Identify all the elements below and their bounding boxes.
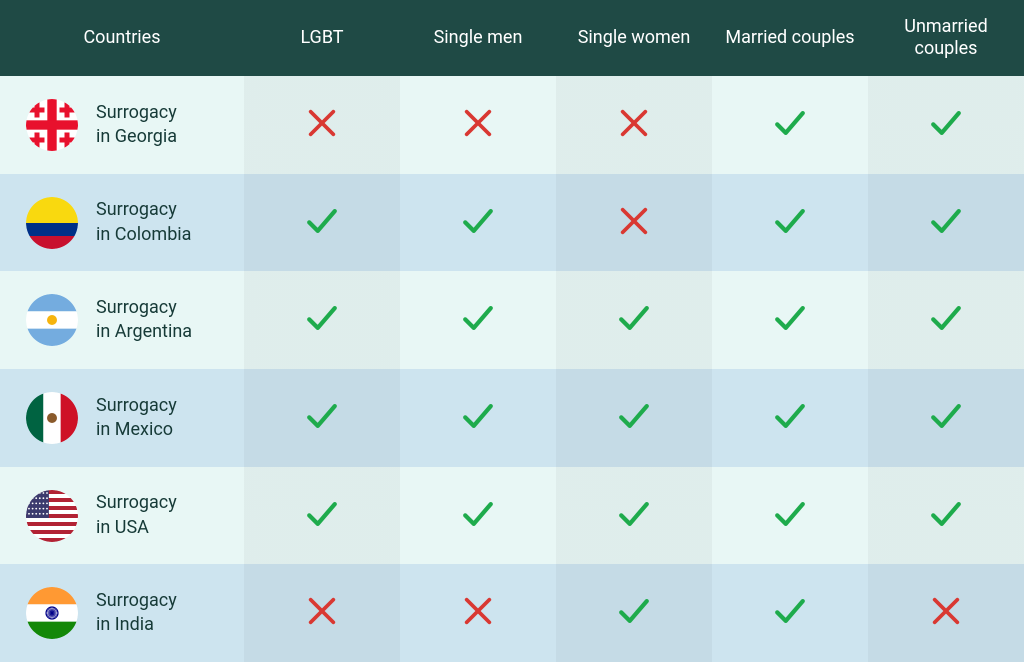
status-cell <box>400 174 556 272</box>
status-cell <box>400 467 556 565</box>
argentina-flag-icon <box>26 294 78 346</box>
status-cell <box>244 174 400 272</box>
georgia-flag-icon <box>26 99 78 151</box>
check-icon <box>773 301 807 339</box>
status-cell <box>556 467 712 565</box>
cross-icon <box>461 106 495 144</box>
country-label: Surrogacyin Colombia <box>96 198 191 247</box>
country-label: Surrogacyin India <box>96 589 177 638</box>
status-cell <box>868 174 1024 272</box>
check-icon <box>773 106 807 144</box>
table-row: Surrogacyin USA <box>0 467 1024 565</box>
table-row: Surrogacyin Mexico <box>0 369 1024 467</box>
country-label: Surrogacyin Georgia <box>96 101 177 150</box>
colombia-flag-icon <box>26 197 78 249</box>
status-cell <box>400 76 556 174</box>
cross-icon <box>305 106 339 144</box>
table-row: Surrogacyin Argentina <box>0 271 1024 369</box>
cross-icon <box>461 594 495 632</box>
check-icon <box>773 594 807 632</box>
check-icon <box>929 204 963 242</box>
mexico-flag-icon <box>26 392 78 444</box>
status-cell <box>556 76 712 174</box>
column-header: Single men <box>400 0 556 76</box>
status-cell <box>868 564 1024 662</box>
check-icon <box>461 301 495 339</box>
surrogacy-table: CountriesLGBTSingle menSingle womenMarri… <box>0 0 1024 662</box>
check-icon <box>461 399 495 437</box>
check-icon <box>617 497 651 535</box>
status-cell <box>556 174 712 272</box>
status-cell <box>556 564 712 662</box>
check-icon <box>305 301 339 339</box>
status-cell <box>400 271 556 369</box>
cross-icon <box>929 594 963 632</box>
check-icon <box>305 497 339 535</box>
country-cell: Surrogacyin USA <box>0 467 244 565</box>
status-cell <box>244 271 400 369</box>
status-cell <box>868 467 1024 565</box>
status-cell <box>868 271 1024 369</box>
table-body: Surrogacyin Georgia Surrogacyin Colombia S… <box>0 76 1024 662</box>
table-row: Surrogacyin India <box>0 564 1024 662</box>
check-icon <box>929 301 963 339</box>
country-cell: Surrogacyin India <box>0 564 244 662</box>
check-icon <box>461 497 495 535</box>
status-cell <box>712 564 868 662</box>
country-cell: Surrogacyin Argentina <box>0 271 244 369</box>
check-icon <box>461 204 495 242</box>
status-cell <box>556 369 712 467</box>
check-icon <box>305 399 339 437</box>
status-cell <box>712 369 868 467</box>
column-header: LGBT <box>244 0 400 76</box>
column-header: Unmarried couples <box>868 0 1024 76</box>
status-cell <box>712 271 868 369</box>
table-header-row: CountriesLGBTSingle menSingle womenMarri… <box>0 0 1024 76</box>
check-icon <box>773 204 807 242</box>
check-icon <box>929 497 963 535</box>
status-cell <box>556 271 712 369</box>
status-cell <box>244 467 400 565</box>
cross-icon <box>617 106 651 144</box>
column-header: Countries <box>0 0 244 76</box>
cross-icon <box>305 594 339 632</box>
country-cell: Surrogacyin Colombia <box>0 174 244 272</box>
status-cell <box>400 369 556 467</box>
table-row: Surrogacyin Georgia <box>0 76 1024 174</box>
country-cell: Surrogacyin Mexico <box>0 369 244 467</box>
check-icon <box>617 594 651 632</box>
check-icon <box>617 301 651 339</box>
status-cell <box>244 369 400 467</box>
status-cell <box>244 564 400 662</box>
country-label: Surrogacyin Mexico <box>96 394 177 443</box>
status-cell <box>868 369 1024 467</box>
status-cell <box>712 76 868 174</box>
cross-icon <box>617 204 651 242</box>
check-icon <box>305 204 339 242</box>
check-icon <box>929 399 963 437</box>
status-cell <box>712 467 868 565</box>
status-cell <box>868 76 1024 174</box>
check-icon <box>929 106 963 144</box>
check-icon <box>773 497 807 535</box>
check-icon <box>617 399 651 437</box>
country-cell: Surrogacyin Georgia <box>0 76 244 174</box>
status-cell <box>244 76 400 174</box>
column-header: Single women <box>556 0 712 76</box>
table-row: Surrogacyin Colombia <box>0 174 1024 272</box>
country-label: Surrogacyin USA <box>96 491 177 540</box>
column-header: Married couples <box>712 0 868 76</box>
india-flag-icon <box>26 587 78 639</box>
usa-flag-icon <box>26 490 78 542</box>
status-cell <box>400 564 556 662</box>
country-label: Surrogacyin Argentina <box>96 296 192 345</box>
check-icon <box>773 399 807 437</box>
status-cell <box>712 174 868 272</box>
